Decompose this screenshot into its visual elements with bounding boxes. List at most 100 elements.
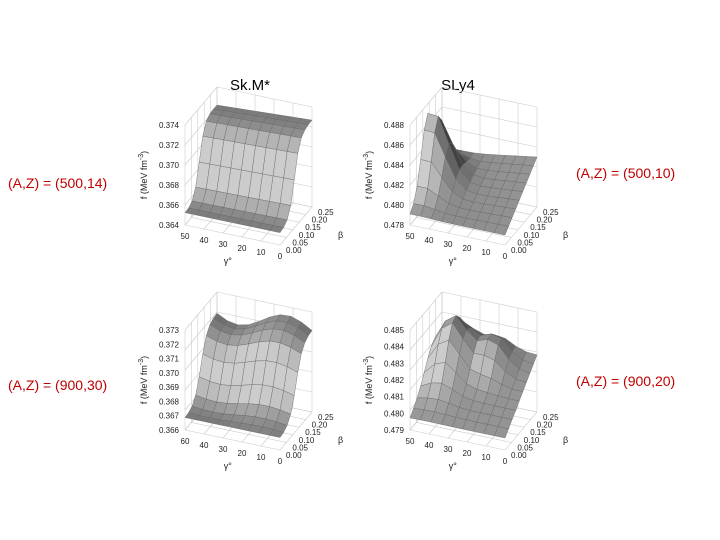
grid-line [409,311,443,351]
grid-line [441,86,538,108]
grid-line [184,311,218,351]
z-tick-label: 0.485 [384,326,405,335]
gamma-tick-label: 10 [257,248,266,257]
beta-tick-label: 0.05 [517,238,533,247]
grid-line [279,206,313,246]
beta-axis-label: β [338,435,343,445]
grid-line [184,86,218,126]
z-tick-label: 0.482 [384,376,405,385]
grid-line [441,311,538,333]
grid-line [409,291,443,331]
z-axis-label: f (MeV fm-3) [363,151,374,199]
grid-line [504,206,538,246]
z-axis-label-part: -3 [363,154,370,160]
beta-tick-label: 0.10 [299,436,315,445]
beta-tick-label: 0.25 [318,208,334,217]
z-tick-label: 0.368 [159,181,180,190]
beta-tick-label: 0.15 [530,428,546,437]
beta-tick-label: 0.20 [537,216,553,225]
surface-plot: 0.373 0.372 0.371 0.370 0.369 0.368 0.367 0.366… [138,291,343,471]
beta-tick-label: 0.00 [511,451,527,460]
z-axis-label-part: -3 [138,359,145,365]
z-axis-label-part: f (MeV fm [364,160,374,199]
z-tick-label: 0.364 [159,221,180,230]
grid-line [416,217,512,238]
beta-tick-label: 0.15 [305,223,321,232]
grid-line [441,106,538,128]
grid-line [504,411,538,451]
surface-patch [494,224,509,236]
z-tick-label: 0.367 [159,412,180,421]
z-axis-label: f (MeV fm-3) [138,151,149,199]
z-tick-label: 0.374 [159,121,180,130]
z-axis-label-part: ) [364,356,374,359]
gamma-axis-label: γ° [224,256,233,266]
grid-line [441,291,538,313]
gamma-tick-label: 10 [257,453,266,462]
z-axis-label-part: ) [139,356,149,359]
beta-axis-label: β [563,230,568,240]
beta-axis-label: β [338,230,343,240]
column-title: SLy4 [441,77,475,94]
beta-tick-label: 0.20 [312,421,328,430]
gamma-tick-label: 50 [181,232,190,241]
gamma-tick-label: 20 [463,244,472,253]
z-tick-label: 0.482 [384,181,405,190]
grid-line [184,291,218,331]
row-label: (A,Z) = (900,20) [576,373,675,389]
z-axis-label-part: ) [139,151,149,154]
row-label: (A,Z) = (900,30) [8,377,107,393]
surface-patch [269,429,284,438]
gamma-tick-label: 30 [219,445,228,454]
z-tick-label: 0.488 [384,121,405,130]
z-axis-label-part: f (MeV fm [139,365,149,404]
surface-plot: 0.488 0.486 0.484 0.482 0.480 0.478 f (MeV fm-… [363,86,568,266]
grid-line [409,224,506,246]
grid-line [184,224,281,246]
grid-line [216,86,313,108]
gamma-axis-label: γ° [449,461,458,471]
z-tick-label: 0.484 [384,161,405,170]
gamma-tick-label: 30 [444,445,453,454]
grid-line [409,429,506,451]
beta-tick-label: 0.05 [517,443,533,452]
beta-tick-label: 0.10 [299,231,315,240]
z-axis-label: f (MeV fm-3) [138,356,149,404]
gamma-tick-label: 50 [406,232,415,241]
gamma-tick-label: 40 [425,236,434,245]
gamma-axis-label: γ° [449,256,458,266]
grid-line [441,126,538,148]
surface-patch [269,225,284,233]
beta-tick-label: 0.10 [524,231,540,240]
beta-tick-label: 0.05 [292,238,308,247]
gamma-tick-label: 40 [200,236,209,245]
gamma-tick-label: 60 [181,437,190,446]
z-tick-label: 0.484 [384,343,405,352]
z-tick-label: 0.369 [159,383,180,392]
beta-tick-label: 0.25 [543,413,559,422]
grid-line [279,411,313,451]
z-tick-label: 0.479 [384,426,405,435]
z-axis-label-part: f (MeV fm [139,160,149,199]
gamma-tick-label: 50 [406,437,415,446]
z-tick-label: 0.370 [159,161,180,170]
z-tick-label: 0.483 [384,359,405,368]
z-axis-label-part: -3 [363,359,370,365]
gamma-tick-label: 10 [482,453,491,462]
z-tick-label: 0.480 [384,409,405,418]
z-tick-label: 0.366 [159,426,180,435]
z-tick-label: 0.370 [159,369,180,378]
z-tick-label: 0.372 [159,340,180,349]
gamma-tick-label: 0 [503,457,508,466]
beta-tick-label: 0.25 [543,208,559,217]
z-axis-label-part: f (MeV fm [364,365,374,404]
beta-tick-label: 0.00 [286,246,302,255]
beta-tick-label: 0.15 [305,428,321,437]
z-tick-label: 0.368 [159,397,180,406]
z-tick-label: 0.486 [384,141,405,150]
grid-line [191,217,287,238]
column-title: Sk.M* [230,77,270,94]
grid-line [184,429,281,451]
